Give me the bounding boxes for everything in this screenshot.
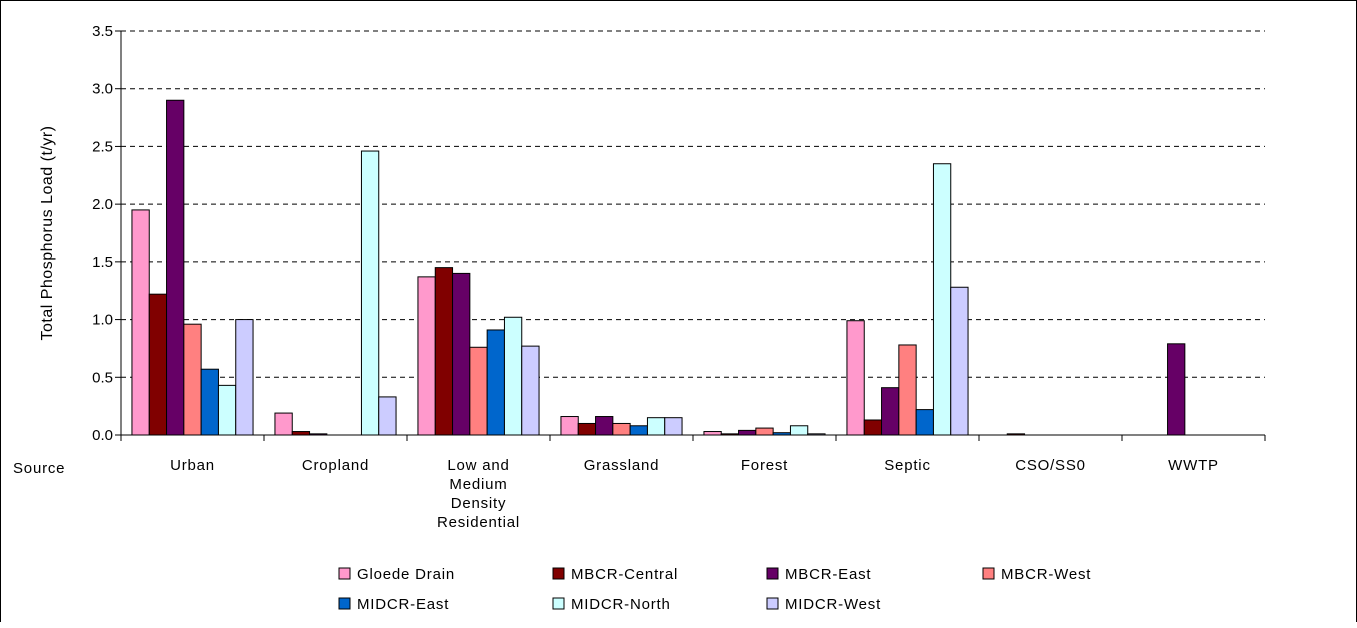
bar (148, 293, 168, 436)
legend-label: MIDCR-East (357, 596, 449, 613)
bar (629, 425, 648, 436)
y-tick-label: 0.0 (92, 427, 113, 444)
legend-label: MBCR-West (1001, 566, 1091, 583)
bar (1006, 433, 1026, 436)
bar (217, 384, 237, 436)
bar (720, 433, 740, 436)
bar (131, 209, 150, 436)
legend-label: Gloede Drain (357, 566, 455, 583)
bar (646, 417, 666, 436)
x-axis-title: Source (13, 460, 65, 477)
category-label: WWTP (1168, 457, 1219, 474)
legend-swatch (338, 567, 351, 580)
bar (417, 276, 436, 436)
category-label: Density (451, 495, 507, 512)
category-label: Urban (170, 457, 215, 474)
bar (309, 433, 328, 436)
bar (932, 163, 952, 436)
bar (291, 431, 311, 436)
bar (915, 409, 934, 436)
bar (235, 319, 254, 436)
bar (378, 396, 397, 436)
legend-swatch (982, 567, 995, 580)
bar (486, 329, 505, 436)
bar (863, 419, 883, 436)
y-tick-label: 0.5 (92, 369, 113, 386)
bar (434, 267, 454, 436)
bar (560, 416, 579, 436)
category-label: Grassland (584, 457, 660, 474)
y-tick-label: 1.5 (92, 254, 113, 271)
bar (360, 150, 380, 436)
bar (846, 320, 865, 436)
legend-label: MIDCR-North (571, 596, 671, 613)
bar (612, 422, 631, 436)
y-tick-label: 1.0 (92, 312, 113, 329)
legend-swatch (552, 567, 565, 580)
y-tick-label: 2.0 (92, 196, 113, 213)
bar (950, 286, 969, 436)
bar (595, 416, 614, 436)
bar (200, 368, 219, 436)
legend-label: MBCR-East (785, 566, 871, 583)
legend-label: MBCR-Central (571, 566, 678, 583)
bar (807, 433, 826, 436)
bar (1167, 343, 1186, 436)
bar (452, 272, 471, 436)
bar (664, 417, 683, 436)
bar (881, 387, 900, 436)
category-label: Cropland (302, 457, 369, 474)
legend-swatch (766, 567, 779, 580)
bar (577, 422, 597, 436)
category-label: CSO/SS0 (1015, 457, 1086, 474)
bar (503, 316, 523, 436)
bar (703, 431, 722, 436)
bar (521, 345, 540, 436)
category-label: Forest (741, 457, 788, 474)
bar (166, 99, 185, 436)
bar (898, 344, 917, 436)
bar (469, 346, 488, 436)
category-label: Septic (884, 457, 931, 474)
y-axis-title: Total Phosphorus Load (t/yr) (39, 126, 56, 341)
bar (772, 432, 791, 436)
bar (738, 429, 757, 436)
category-label: Residential (437, 514, 520, 531)
bar (789, 425, 809, 436)
y-tick-label: 3.5 (92, 23, 113, 40)
y-tick-label: 3.0 (92, 81, 113, 98)
category-label: Low and (447, 457, 509, 474)
legend-label: MIDCR-West (785, 596, 881, 613)
y-tick-label: 2.5 (92, 138, 113, 155)
legend-swatch (766, 597, 779, 610)
bar (755, 427, 774, 436)
bar (183, 323, 202, 436)
legend-swatch (338, 597, 351, 610)
legend-swatch (552, 597, 565, 610)
bar (274, 412, 293, 436)
category-label: Medium (449, 476, 507, 493)
